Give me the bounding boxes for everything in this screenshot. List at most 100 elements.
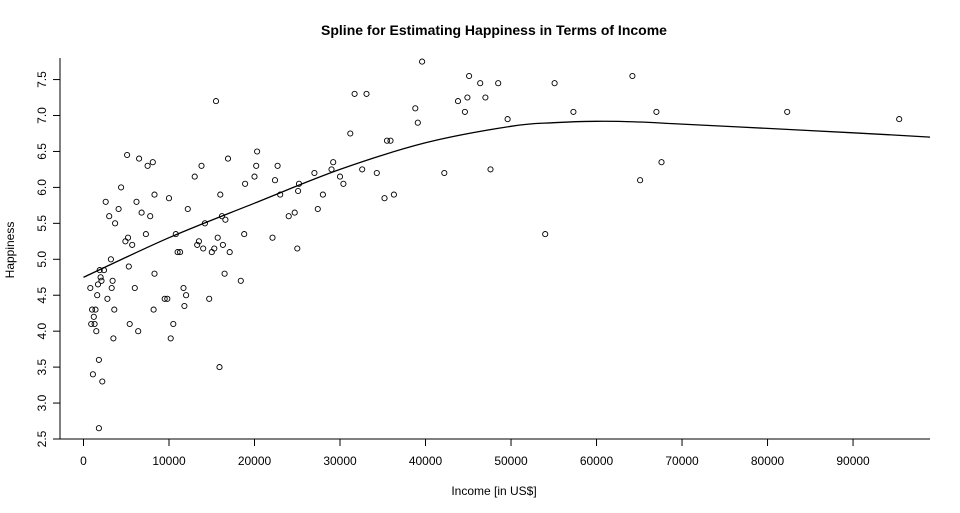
data-point bbox=[221, 270, 228, 277]
data-point bbox=[195, 238, 202, 245]
data-point bbox=[387, 137, 394, 144]
data-point bbox=[271, 177, 279, 184]
data-point bbox=[164, 295, 171, 302]
y-tick-label: 6.0 bbox=[35, 179, 49, 196]
data-point bbox=[201, 220, 208, 227]
x-axis-ticks: 0 10000 20000 30000 40000 50000 60000 70000 8000… bbox=[80, 439, 870, 468]
data-point bbox=[381, 195, 388, 202]
x-tick-label: 40000 bbox=[409, 454, 443, 468]
data-point bbox=[570, 108, 577, 115]
data-point bbox=[466, 72, 473, 80]
data-point bbox=[100, 267, 108, 274]
data-point bbox=[330, 159, 337, 166]
data-point bbox=[133, 198, 140, 205]
data-point bbox=[191, 173, 198, 180]
data-point bbox=[629, 72, 636, 80]
data-point bbox=[237, 277, 244, 284]
data-point bbox=[174, 249, 181, 256]
data-point bbox=[454, 98, 462, 105]
data-point bbox=[277, 191, 284, 198]
data-point bbox=[340, 180, 347, 187]
data-point bbox=[144, 162, 151, 169]
data-point bbox=[161, 295, 168, 302]
x-tick-label: 30000 bbox=[323, 454, 357, 468]
data-point bbox=[98, 277, 105, 284]
data-point bbox=[95, 356, 102, 363]
data-point bbox=[109, 277, 116, 284]
data-point bbox=[96, 267, 103, 274]
data-point bbox=[373, 169, 380, 177]
y-tick-label: 7.5 bbox=[35, 71, 49, 88]
data-point bbox=[363, 90, 370, 97]
data-point bbox=[177, 249, 184, 256]
data-point bbox=[419, 58, 426, 65]
data-point bbox=[412, 105, 419, 112]
y-tick-label: 2.5 bbox=[35, 430, 49, 447]
data-point bbox=[253, 162, 260, 169]
data-point bbox=[314, 205, 321, 213]
data-point bbox=[274, 162, 281, 169]
data-point bbox=[219, 241, 226, 248]
data-point bbox=[147, 213, 154, 220]
data-point bbox=[106, 213, 113, 220]
data-point bbox=[88, 320, 95, 328]
data-point bbox=[226, 249, 233, 256]
data-point bbox=[198, 162, 205, 169]
data-point bbox=[89, 306, 96, 313]
data-point bbox=[311, 169, 318, 177]
data-point bbox=[551, 80, 558, 87]
data-point bbox=[214, 234, 221, 241]
y-tick-label: 4.0 bbox=[35, 323, 49, 340]
data-point bbox=[784, 108, 791, 115]
data-point bbox=[138, 209, 145, 216]
data-point bbox=[167, 335, 174, 342]
data-point bbox=[124, 234, 132, 241]
data-point bbox=[102, 198, 109, 205]
data-point bbox=[285, 213, 292, 220]
data-point bbox=[126, 320, 133, 328]
data-point bbox=[181, 302, 188, 310]
data-point bbox=[170, 320, 177, 328]
data-point bbox=[125, 263, 132, 270]
y-tick-label: 3.0 bbox=[35, 394, 49, 411]
data-point bbox=[658, 159, 665, 166]
data-point bbox=[107, 256, 114, 263]
data-point bbox=[150, 306, 157, 313]
data-point bbox=[92, 306, 99, 313]
data-point bbox=[359, 166, 366, 173]
data-point bbox=[487, 166, 494, 173]
data-point bbox=[115, 205, 122, 213]
data-point bbox=[90, 313, 97, 320]
chart-title: Spline for Estimating Happiness in Terms… bbox=[321, 22, 667, 38]
data-point bbox=[206, 295, 213, 302]
data-point bbox=[89, 371, 96, 378]
data-point bbox=[477, 80, 484, 87]
plot-area: 0 10000 20000 30000 40000 50000 60000 70000 8000… bbox=[35, 58, 931, 468]
data-point bbox=[97, 274, 104, 281]
data-point bbox=[108, 284, 115, 292]
x-tick-label: 60000 bbox=[580, 454, 614, 468]
data-point bbox=[294, 245, 301, 252]
data-point bbox=[200, 245, 207, 252]
data-point bbox=[216, 364, 223, 371]
data-point bbox=[461, 108, 468, 115]
x-tick-label: 50000 bbox=[494, 454, 528, 468]
data-point bbox=[464, 94, 471, 101]
y-tick-label: 7.0 bbox=[35, 107, 49, 124]
data-point bbox=[390, 191, 397, 198]
x-tick-label: 90000 bbox=[836, 454, 870, 468]
data-point bbox=[319, 191, 326, 198]
data-point bbox=[208, 249, 215, 256]
data-point bbox=[347, 130, 354, 137]
data-point bbox=[111, 306, 118, 313]
data-point bbox=[241, 231, 248, 238]
data-point bbox=[653, 108, 660, 115]
y-tick-label: 5.0 bbox=[35, 251, 49, 268]
data-point bbox=[269, 234, 276, 241]
data-point bbox=[254, 148, 261, 155]
x-tick-label: 20000 bbox=[238, 454, 272, 468]
data-point bbox=[131, 284, 138, 292]
data-point bbox=[351, 90, 358, 97]
data-point bbox=[212, 98, 220, 105]
